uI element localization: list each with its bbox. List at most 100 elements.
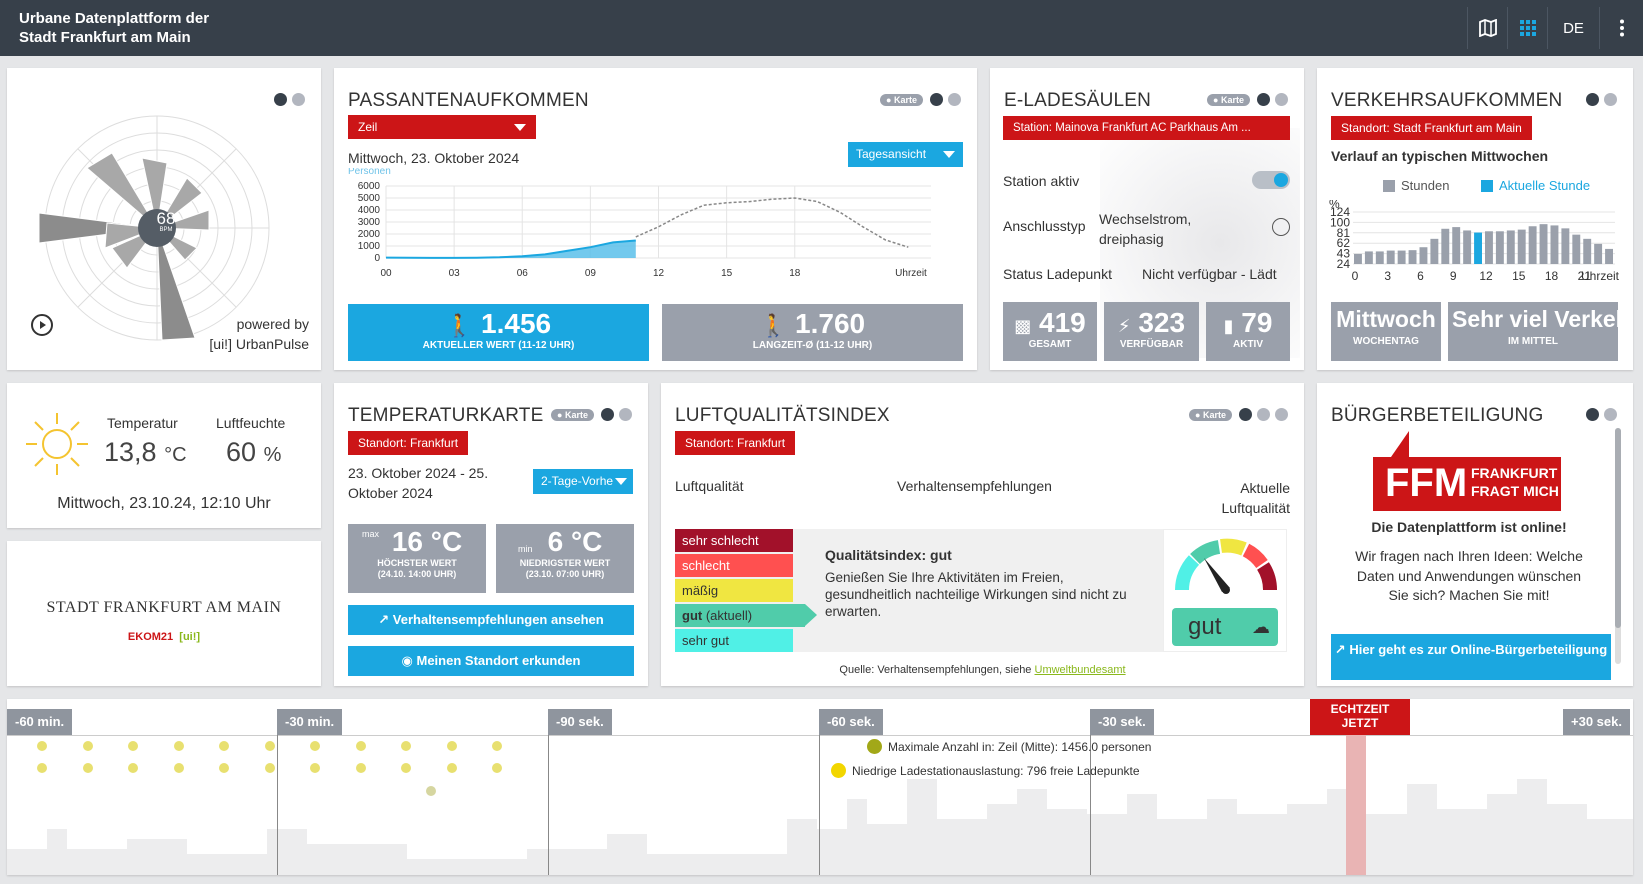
location-select[interactable]: Standort: Frankfurt <box>675 431 796 455</box>
location-select[interactable]: Standort: Stadt Frankfurt am Main <box>1331 116 1532 140</box>
traffic-bar <box>1474 232 1482 264</box>
page-dot[interactable] <box>292 93 305 106</box>
page-dot[interactable] <box>930 93 943 106</box>
max-temp-marker: max <box>362 529 380 539</box>
charger-icon: ▩ <box>1014 316 1032 336</box>
x-tick-label: 3 <box>1384 269 1391 283</box>
event-dot-charging[interactable] <box>446 763 457 773</box>
location-select[interactable]: Zeil <box>348 115 536 139</box>
event-dot-max[interactable] <box>37 741 47 751</box>
x-tick-label: 09 <box>585 268 597 279</box>
current-series-line <box>385 239 636 259</box>
event-dot-charging[interactable] <box>264 763 275 773</box>
traffic-bar <box>1594 243 1603 264</box>
forecast-select[interactable]: 2-Tage-Vorhe <box>533 469 633 494</box>
event-dot-max[interactable] <box>310 741 320 751</box>
min-temp-marker: min <box>518 544 533 554</box>
location-select[interactable]: Standort: Frankfurt <box>348 431 469 455</box>
level-bad: schlecht <box>675 554 793 577</box>
x-tick-label: 15 <box>721 268 733 279</box>
language-switch[interactable]: DE <box>1547 7 1599 49</box>
app-title: Urbane Datenplattform der Stadt Frankfur… <box>19 9 279 47</box>
event-dot-max[interactable] <box>264 741 275 751</box>
page-dot[interactable] <box>1239 408 1252 421</box>
page-dot[interactable] <box>1586 408 1599 421</box>
recommendations-button[interactable]: ↗ Verhaltensempfehlungen ansehen <box>348 605 634 635</box>
event-dot-max[interactable] <box>219 741 229 751</box>
y-unit-label: % <box>1329 200 1340 211</box>
event-dot-charging[interactable] <box>401 763 411 773</box>
page-dot[interactable] <box>601 408 614 421</box>
y-tick-label: 24 <box>1337 257 1351 271</box>
x-tick-label: 12 <box>1479 269 1493 283</box>
urbanpulse-brand: [ui!] UrbanPulse <box>209 336 309 352</box>
grid-view-button[interactable] <box>1507 7 1547 49</box>
pulse-bpm-value: 68 <box>156 209 176 228</box>
traffic-level-value: Sehr viel Verkehr <box>1452 306 1618 332</box>
explore-location-button[interactable]: ◉ Meinen Standort erkunden <box>348 646 634 676</box>
event-dot-max[interactable] <box>128 741 138 751</box>
charging-status-value: Nicht verfügbar - Lädt <box>1142 266 1277 282</box>
map-link[interactable]: ● Karte <box>1207 93 1250 106</box>
y-tick-label: 1000 <box>358 241 381 252</box>
event-dot-charging[interactable] <box>82 763 93 773</box>
event-dot-charging[interactable] <box>128 763 138 773</box>
map-pin-icon: ● <box>886 94 892 105</box>
play-button[interactable] <box>31 314 53 336</box>
longterm-value-tile: 🚶 1.760 LANGZEIT-Ø (11-12 UHR) <box>662 304 963 361</box>
more-menu-button[interactable] <box>1599 7 1643 49</box>
page-dot[interactable] <box>1604 93 1617 106</box>
event-dot-charging[interactable] <box>355 763 366 773</box>
event-dot-charging[interactable] <box>492 763 502 773</box>
map-view-button[interactable] <box>1467 7 1507 49</box>
legend-hours: Stunden <box>1383 178 1449 193</box>
participation-button[interactable]: ↗ Hier geht es zur Online-Bürgerbeteilig… <box>1331 634 1611 680</box>
event-dot-charging[interactable] <box>426 786 436 796</box>
traffic-bar <box>1419 247 1428 264</box>
event-dot-max[interactable] <box>401 741 411 751</box>
page-dot[interactable] <box>948 93 961 106</box>
page-dot[interactable] <box>1586 93 1599 106</box>
current-value: 1.456 <box>481 308 552 339</box>
event-dot-max[interactable] <box>492 741 502 751</box>
page-dot[interactable] <box>1275 408 1288 421</box>
grid-icon <box>1519 20 1536 36</box>
y-tick-label: 62 <box>1337 236 1351 250</box>
recommendations-button-label: Verhaltensempfehlungen ansehen <box>392 612 604 627</box>
available-value: 323 <box>1138 307 1186 338</box>
traffic-level-tile: Sehr viel Verkehr IM MITTEL <box>1448 302 1618 361</box>
level-good: gut (aktuell) <box>675 604 817 627</box>
page-dot[interactable] <box>274 93 287 106</box>
legend-current: Aktuelle Stunde <box>1481 178 1590 193</box>
air-quality-panel: sehr schlecht schlecht mäßig gut (aktuel… <box>675 529 1287 652</box>
map-link[interactable]: ● Karte <box>1189 408 1232 421</box>
station-select[interactable]: Station: Mainova Frankfurt AC Parkhaus A… <box>1003 116 1290 140</box>
page-dot[interactable] <box>1257 408 1270 421</box>
event-dot-charging[interactable] <box>173 763 184 773</box>
traffic-bar <box>1354 253 1362 264</box>
source-note: Quelle: Verhaltensempfehlungen, siehe Um… <box>661 664 1304 676</box>
event-dot-charging[interactable] <box>310 763 320 773</box>
page-dot[interactable] <box>619 408 632 421</box>
page-dot[interactable] <box>1275 93 1288 106</box>
station-active-toggle[interactable] <box>1252 171 1290 189</box>
view-select[interactable]: Tagesansicht <box>848 142 963 167</box>
event-dot-charging[interactable] <box>219 763 229 773</box>
event-dot-charging[interactable] <box>37 763 47 773</box>
event-dot-max[interactable] <box>355 741 366 751</box>
event-dot-max[interactable] <box>446 741 457 751</box>
x-tick-label: 03 <box>449 268 461 279</box>
cloud-wind-icon: ☁ <box>1252 617 1270 637</box>
map-link[interactable]: ● Karte <box>551 408 594 421</box>
scrollbar[interactable] <box>1615 428 1621 664</box>
event-dot-max[interactable] <box>173 741 184 751</box>
page-dot[interactable] <box>1604 408 1617 421</box>
pedestrian-icon: 🚶 <box>445 313 474 338</box>
traffic-bar <box>1386 250 1395 264</box>
event-dot-max[interactable] <box>82 741 93 751</box>
map-link[interactable]: ● Karte <box>880 93 923 106</box>
y-tick-label: 43 <box>1337 247 1351 261</box>
page-dot[interactable] <box>1257 93 1270 106</box>
pagination-dots: ● Karte <box>551 408 632 421</box>
source-link[interactable]: Umweltbundesamt <box>1034 664 1126 676</box>
